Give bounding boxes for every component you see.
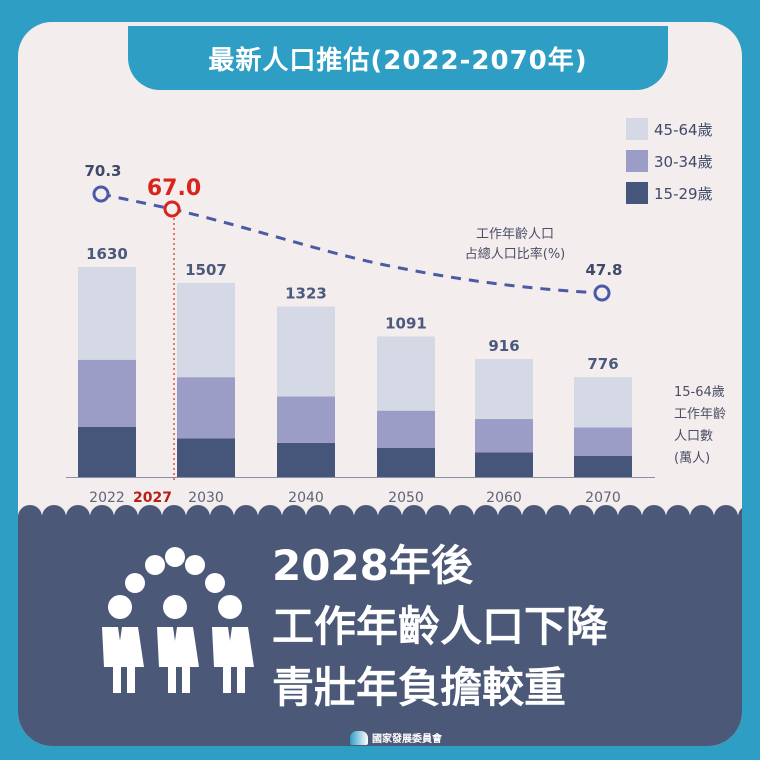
ratio-label-2027: 67.0: [147, 176, 201, 201]
ratio-point-2022: [92, 185, 110, 203]
total-label-2030: 1507: [185, 261, 227, 279]
headline-line-3: 青壯年負擔較重: [272, 663, 567, 712]
side-label-2: 人口數: [674, 429, 713, 444]
ratio-line: [100, 192, 603, 295]
legend-label-30-34歲: 30-34歲: [654, 153, 713, 171]
bar-2050-30-34歲: [377, 410, 435, 449]
bar-2030-30-34歲: [177, 377, 235, 439]
x-tick-2060: 2060: [486, 490, 522, 506]
side-label-1: 工作年齡: [674, 407, 726, 422]
bar-2022-15-29歲: [78, 426, 136, 477]
people-group-icon: [102, 547, 254, 693]
ndc-logo-icon: [350, 730, 368, 745]
bar-2050-15-29歲: [377, 448, 435, 477]
bar-2030-45-64歲: [177, 282, 235, 378]
total-label-2060: 916: [488, 337, 519, 355]
x-tick-2022: 2022: [89, 490, 125, 506]
total-label-2050: 1091: [385, 314, 427, 332]
bar-2070-45-64歲: [574, 377, 632, 428]
x-tick-2050: 2050: [388, 490, 424, 506]
total-label-2070: 776: [587, 355, 618, 373]
banner-headline: 2028年後 工作年齡人口下降 青壯年負擔較重: [272, 535, 608, 718]
ratio-point-2027: [163, 200, 181, 218]
legend-swatch-15-29歲: [626, 182, 648, 204]
ratio-point-2070: [593, 284, 611, 302]
x-tick-2030: 2030: [188, 490, 224, 506]
headline-line-2: 工作年齡人口下降: [272, 602, 609, 651]
total-label-2022: 1630: [86, 245, 128, 263]
x-tick-2027: 2027: [133, 490, 172, 506]
ndc-logo-text: 國家發展委員會: [372, 734, 442, 745]
legend-label-15-29歲: 15-29歲: [654, 185, 713, 203]
x-tick-2040: 2040: [288, 490, 324, 506]
bar-2022-45-64歲: [78, 267, 136, 360]
legend-label-45-64歲: 45-64歲: [654, 121, 713, 139]
banner-panel: [18, 515, 742, 746]
page-title: 最新人口推估(2022-2070年): [128, 26, 668, 90]
bar-2070-30-34歲: [574, 427, 632, 456]
bar-2022-30-34歲: [78, 359, 136, 427]
bar-2070-15-29歲: [574, 455, 632, 477]
bar-2060-15-29歲: [475, 452, 533, 477]
legend-swatch-30-34歲: [626, 150, 648, 172]
bar-2040-15-29歲: [277, 442, 335, 477]
bar-2040-30-34歲: [277, 396, 335, 443]
ndc-logo: 國家發展委員會: [350, 730, 442, 745]
ratio-line-label-0: 工作年齡人口: [476, 227, 554, 242]
ratio-label-2022: 70.3: [84, 162, 121, 180]
bar-2050-45-64歲: [377, 336, 435, 411]
ratio-line-label-1: 占總人口比率(%): [465, 246, 566, 262]
bar-2030-15-29歲: [177, 438, 235, 477]
bar-2060-30-34歲: [475, 419, 533, 453]
side-label-3: (萬人): [674, 451, 710, 466]
x-tick-2070: 2070: [585, 490, 621, 506]
ratio-label-2070: 47.8: [585, 261, 622, 279]
bar-2060-45-64歲: [475, 358, 533, 420]
headline-line-1: 2028年後: [272, 541, 473, 590]
legend-swatch-45-64歲: [626, 118, 648, 140]
bar-2040-45-64歲: [277, 306, 335, 397]
side-label-0: 15-64歲: [674, 385, 725, 400]
total-label-2040: 1323: [285, 285, 327, 303]
